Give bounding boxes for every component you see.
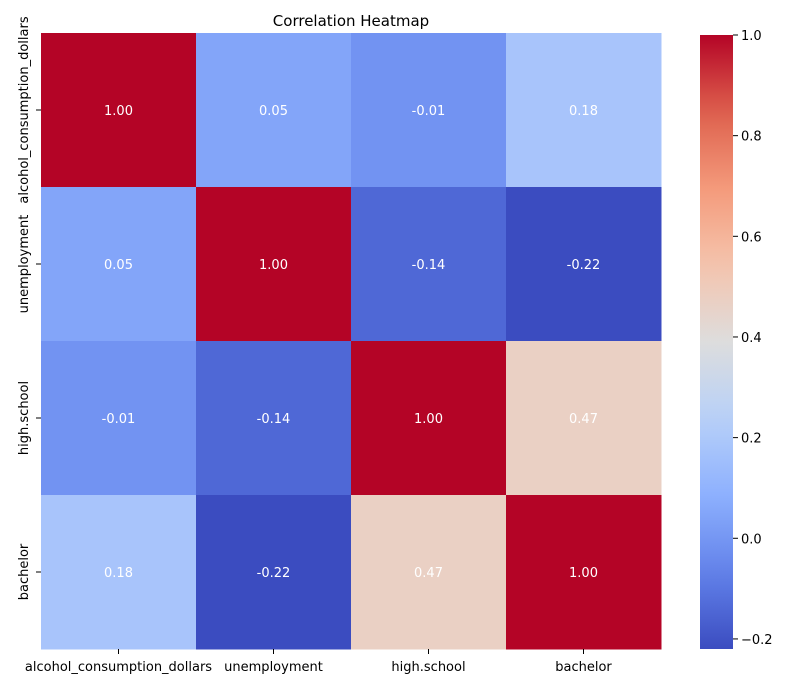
colorbar-tick-label: 0.6 [741, 230, 762, 245]
cell-value-label: 0.05 [259, 104, 288, 119]
y-tick-label: bachelor [17, 543, 32, 600]
heatmap-cell [351, 341, 507, 496]
heatmap-cell [196, 33, 352, 188]
cell-value-label: -0.14 [257, 412, 291, 427]
cell-value-label: 0.47 [414, 566, 443, 581]
cell-value-label: -0.22 [257, 566, 291, 581]
heatmap-cell [351, 33, 507, 188]
cell-value-label: -0.22 [567, 258, 601, 273]
colorbar-tick-label: 0.2 [741, 432, 762, 447]
cell-value-label: 1.00 [259, 258, 288, 273]
heatmap-cell [196, 187, 352, 342]
heatmap-cell [41, 187, 197, 342]
chart-title: Correlation Heatmap [273, 12, 429, 30]
x-tick-label: alcohol_consumption_dollars [25, 660, 212, 675]
x-axis: alcohol_consumption_dollars unemployment h… [25, 649, 612, 675]
colorbar-tick-label: 1.0 [741, 29, 762, 44]
heatmap-cell [506, 341, 662, 496]
heatmap-cell [196, 341, 352, 496]
colorbar-tick-label: 0.0 [741, 532, 762, 547]
colorbar-gradient [700, 35, 733, 649]
y-tick-label: unemployment [17, 215, 32, 314]
heatmap-cell [506, 495, 662, 650]
heatmap-cells [41, 33, 662, 650]
heatmap-cell [506, 187, 662, 342]
heatmap-cell [351, 495, 507, 650]
y-tick-label: alcohol_consumption_dollars [17, 16, 32, 203]
x-tick-label: unemployment [224, 660, 323, 675]
colorbar-tick-label: −0.2 [741, 633, 773, 648]
colorbar-tick-label: 0.8 [741, 130, 762, 145]
x-tick-label: bachelor [555, 660, 612, 675]
heatmap-cell [41, 495, 197, 650]
cell-value-label: -0.01 [412, 104, 446, 119]
y-tick-label: high.school [17, 381, 32, 455]
cell-value-label: -0.01 [102, 412, 136, 427]
heatmap-cell [41, 33, 197, 188]
cell-value-label: 0.18 [569, 104, 598, 119]
y-axis: alcohol_consumption_dollars unemployment h… [17, 16, 41, 600]
heatmap-cell [41, 341, 197, 496]
heatmap-cell-labels: 1.00 0.05 -0.01 0.18 0.05 1.00 -0.14 -0.22 -0.01… [102, 104, 601, 581]
cell-value-label: 0.47 [569, 412, 598, 427]
heatmap-cell [351, 187, 507, 342]
cell-value-label: 1.00 [414, 412, 443, 427]
heatmap-cell [196, 495, 352, 650]
cell-value-label: 1.00 [569, 566, 598, 581]
cell-value-label: 1.00 [104, 104, 133, 119]
cell-value-label: -0.14 [412, 258, 446, 273]
cell-value-label: 0.05 [104, 258, 133, 273]
colorbar: −0.2 0.0 0.2 0.4 0.6 0.8 1.0 [700, 29, 773, 649]
x-tick-label: high.school [391, 660, 465, 675]
cell-value-label: 0.18 [104, 566, 133, 581]
heatmap-cell [506, 33, 662, 188]
colorbar-tick-label: 0.4 [741, 331, 762, 346]
